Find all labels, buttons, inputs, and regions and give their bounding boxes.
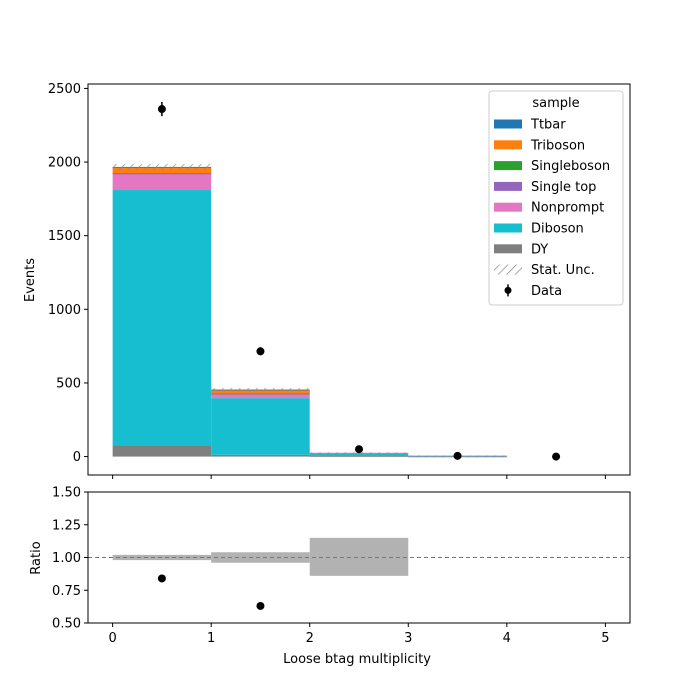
bar-triboson-bin-0: [112, 167, 212, 174]
legend-label-triboson: Triboson: [530, 138, 585, 153]
main-y-tick-label-2: 1000: [48, 303, 81, 318]
legend-label-stat-unc-: Stat. Unc.: [531, 263, 595, 278]
bar-dy-bin-0: [112, 445, 212, 457]
ratio-y-ticks: 0.50 0.75 1.00 1.25 1.50: [52, 486, 88, 632]
ratio-y-tick-label-0: 0.50: [52, 617, 81, 632]
bar-dy-bin-1: [211, 454, 310, 457]
main-y-axis-label: Events: [23, 258, 38, 302]
bar-nonprompt-bin-0: [112, 173, 212, 191]
data-point-2: [355, 445, 363, 454]
data-point-0: [157, 105, 166, 114]
legend-label-single-top: Single top: [531, 180, 596, 195]
legend-swatch-stat-unc-: [494, 264, 522, 275]
x-axis-label: Loose btag multiplicity: [283, 652, 431, 667]
legend-swatch-ttbar: [494, 119, 522, 129]
bar-diboson-bin-0: [112, 190, 212, 446]
data-point-3: [453, 451, 462, 460]
ratio-point-1: [256, 601, 265, 610]
ratio-y-tick-label-3: 1.25: [52, 518, 81, 533]
ratio-band-bin-2: [309, 537, 409, 576]
ratio-x-tick-label-0: 0: [108, 631, 116, 646]
main-y-tick-label-1: 500: [56, 376, 81, 391]
ratio-unc-band: [112, 537, 409, 576]
legend-swatch-triboson: [494, 140, 522, 150]
bar-diboson-bin-2: [309, 453, 409, 457]
main-plot-frame: [87, 83, 631, 476]
ratio-y-axis-label: Ratio: [29, 541, 44, 574]
legend-swatch-single-top: [494, 181, 522, 191]
main-y-ticks: 0 500 1000 1500 2000 2500: [48, 82, 88, 465]
ratio-panel: 0.50 0.75 1.00 1.25 1.50 0 1 2 3 4 5 Ratio Loose …: [29, 486, 631, 667]
ratio-x-tick-label-4: 4: [503, 631, 511, 646]
bar-nonprompt-bin-1: [211, 393, 310, 399]
ratio-band-bin-1: [211, 552, 310, 563]
legend-title: sample: [532, 96, 579, 111]
main-panel: 0 500 1000 1500 2000 2500 Events sample Ttbar…: [23, 82, 631, 479]
legend-label-dy: DY: [531, 242, 548, 257]
ratio-points: [157, 574, 265, 610]
legend-swatch-dy: [494, 244, 522, 254]
ratio-y-tick-label-1: 0.75: [52, 584, 81, 599]
bar-singleboson-bin-1: [211, 393, 310, 395]
main-y-tick-label-5: 2500: [48, 82, 81, 97]
ratio-x-tick-label-5: 5: [601, 631, 609, 646]
bar-singleboson-bin-0: [112, 173, 212, 174]
legend: sample Ttbar Triboson Singleboson Single to…: [488, 90, 624, 306]
data-point-4: [552, 452, 561, 461]
legend-label-singleboson: Singleboson: [531, 159, 610, 174]
data-point-1: [256, 347, 265, 356]
ratio-x-tick-label-1: 1: [207, 631, 215, 646]
legend-swatch-singleboson: [494, 161, 522, 171]
stat-unc-bin-0: [112, 163, 212, 170]
ratio-y-tick-label-4: 1.50: [52, 486, 81, 501]
legend-label-data: Data: [531, 284, 562, 299]
legend-label-diboson: Diboson: [531, 222, 584, 237]
bar-triboson-bin-1: [211, 389, 310, 394]
data-points: [157, 101, 561, 461]
legend-label-nonprompt: Nonprompt: [531, 201, 604, 216]
bar-single-top-bin-0: [112, 173, 212, 175]
main-x-ticks: [112, 475, 606, 479]
legend-swatch-nonprompt: [494, 202, 522, 212]
ratio-x-tick-label-3: 3: [404, 631, 412, 646]
main-y-tick-label-3: 1500: [48, 229, 81, 244]
legend-entries: Ttbar Triboson Singleboson Single top Nonpro…: [494, 118, 610, 299]
legend-label-ttbar: Ttbar: [530, 118, 566, 133]
stat-unc-bin-2: [309, 452, 409, 455]
ratio-point-0: [157, 574, 166, 583]
legend-swatch-diboson: [494, 223, 522, 233]
ratio-y-tick-label-2: 1.00: [52, 551, 81, 566]
ratio-x-ticks: 0 1 2 3 4 5: [108, 623, 610, 646]
bar-dy-bin-2: [309, 456, 409, 457]
stat-unc-bin-1: [211, 388, 310, 392]
bar-diboson-bin-1: [211, 398, 310, 455]
main-y-tick-label-0: 0: [73, 450, 81, 465]
legend-marker-data-dot: [504, 286, 512, 294]
legend-frame: [488, 90, 624, 306]
main-y-tick-label-4: 2000: [48, 156, 81, 171]
stacked-bars: [112, 166, 507, 458]
ratio-x-tick-label-2: 2: [306, 631, 314, 646]
